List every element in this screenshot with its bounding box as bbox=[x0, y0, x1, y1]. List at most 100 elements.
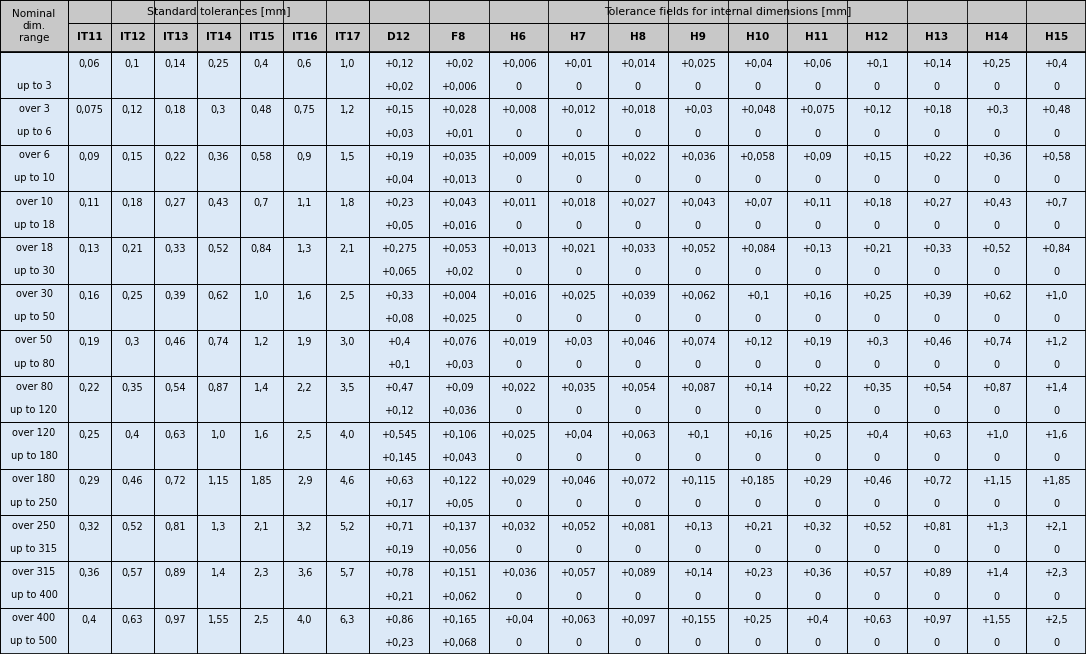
Text: 0,75: 0,75 bbox=[293, 105, 315, 115]
Bar bbox=[154, 515, 197, 561]
Text: +0,06: +0,06 bbox=[803, 59, 832, 69]
Text: 0: 0 bbox=[1053, 545, 1059, 555]
Text: 0: 0 bbox=[576, 175, 581, 185]
Text: +0,16: +0,16 bbox=[803, 290, 832, 301]
Text: 0,1: 0,1 bbox=[125, 59, 140, 69]
Text: 0,57: 0,57 bbox=[122, 568, 143, 578]
Text: IT17: IT17 bbox=[334, 33, 361, 43]
Text: 0: 0 bbox=[576, 82, 581, 92]
Text: 0,29: 0,29 bbox=[78, 476, 100, 486]
Bar bbox=[489, 52, 548, 98]
Text: 0: 0 bbox=[576, 406, 581, 417]
Text: 0: 0 bbox=[874, 406, 880, 417]
Bar bbox=[68, 23, 111, 52]
Bar bbox=[548, 52, 608, 98]
Text: up to 250: up to 250 bbox=[11, 498, 58, 508]
Text: 0: 0 bbox=[516, 221, 521, 231]
Bar bbox=[0, 284, 68, 330]
Text: 0,18: 0,18 bbox=[165, 105, 187, 115]
Bar bbox=[668, 469, 728, 515]
Text: H15: H15 bbox=[1045, 33, 1068, 43]
Text: +0,25: +0,25 bbox=[862, 290, 892, 301]
Bar bbox=[369, 284, 429, 330]
Text: +0,036: +0,036 bbox=[501, 568, 536, 578]
Bar bbox=[197, 284, 240, 330]
Text: 0,48: 0,48 bbox=[251, 105, 273, 115]
Text: +0,7: +0,7 bbox=[1045, 198, 1068, 208]
Text: +2,5: +2,5 bbox=[1045, 615, 1068, 625]
Text: 0: 0 bbox=[814, 175, 820, 185]
Text: +0,4: +0,4 bbox=[806, 615, 829, 625]
Bar bbox=[68, 608, 111, 654]
Bar bbox=[0, 515, 68, 561]
Text: +0,02: +0,02 bbox=[444, 267, 473, 277]
Text: 0,36: 0,36 bbox=[207, 152, 229, 162]
Bar bbox=[240, 330, 283, 376]
Text: +0,14: +0,14 bbox=[743, 383, 772, 393]
Bar bbox=[728, 191, 787, 237]
Bar bbox=[1026, 191, 1086, 237]
Bar bbox=[68, 191, 111, 237]
Text: 2,1: 2,1 bbox=[340, 245, 355, 254]
Bar bbox=[240, 515, 283, 561]
Bar bbox=[429, 237, 489, 284]
Bar bbox=[967, 191, 1026, 237]
Text: +0,87: +0,87 bbox=[982, 383, 1011, 393]
Bar bbox=[369, 469, 429, 515]
Text: +0,004: +0,004 bbox=[441, 290, 477, 301]
Text: +0,029: +0,029 bbox=[501, 476, 536, 486]
Bar bbox=[326, 237, 369, 284]
Bar bbox=[369, 561, 429, 608]
Bar bbox=[68, 0, 369, 23]
Bar bbox=[787, 469, 847, 515]
Bar bbox=[68, 145, 111, 191]
Text: 0,52: 0,52 bbox=[207, 245, 229, 254]
Text: 0,25: 0,25 bbox=[122, 290, 143, 301]
Text: 0: 0 bbox=[874, 453, 880, 462]
Text: over 6: over 6 bbox=[18, 150, 50, 160]
Bar bbox=[787, 330, 847, 376]
Text: +0,084: +0,084 bbox=[740, 245, 775, 254]
Text: 0: 0 bbox=[635, 82, 641, 92]
Bar bbox=[1026, 561, 1086, 608]
Bar bbox=[197, 469, 240, 515]
Bar bbox=[197, 422, 240, 469]
Text: 0,9: 0,9 bbox=[296, 152, 312, 162]
Text: IT12: IT12 bbox=[119, 33, 146, 43]
Text: +0,006: +0,006 bbox=[441, 82, 477, 92]
Text: up to 50: up to 50 bbox=[13, 313, 54, 322]
Text: 1,85: 1,85 bbox=[251, 476, 273, 486]
Text: +0,043: +0,043 bbox=[680, 198, 716, 208]
Text: +1,3: +1,3 bbox=[985, 522, 1008, 532]
Text: 1,3: 1,3 bbox=[296, 245, 312, 254]
Bar bbox=[429, 469, 489, 515]
Bar bbox=[369, 0, 1086, 23]
Text: +0,545: +0,545 bbox=[381, 430, 417, 439]
Text: +0,84: +0,84 bbox=[1041, 245, 1071, 254]
Text: up to 180: up to 180 bbox=[11, 451, 58, 461]
Text: +0,1: +0,1 bbox=[686, 430, 709, 439]
Text: 0,35: 0,35 bbox=[122, 383, 143, 393]
Text: 0: 0 bbox=[814, 406, 820, 417]
Text: 0,97: 0,97 bbox=[165, 615, 187, 625]
Bar bbox=[1026, 237, 1086, 284]
Text: 0,4: 0,4 bbox=[254, 59, 269, 69]
Bar bbox=[369, 515, 429, 561]
Text: 0: 0 bbox=[994, 406, 999, 417]
Bar bbox=[1026, 284, 1086, 330]
Text: +0,43: +0,43 bbox=[982, 198, 1011, 208]
Bar bbox=[429, 330, 489, 376]
Text: 0: 0 bbox=[635, 221, 641, 231]
Bar bbox=[548, 237, 608, 284]
Bar bbox=[548, 469, 608, 515]
Bar bbox=[197, 52, 240, 98]
Bar bbox=[0, 52, 68, 98]
Bar bbox=[608, 52, 668, 98]
Bar bbox=[728, 469, 787, 515]
Bar bbox=[967, 23, 1026, 52]
Text: +0,02: +0,02 bbox=[444, 59, 473, 69]
Bar bbox=[489, 145, 548, 191]
Text: +0,4: +0,4 bbox=[866, 430, 888, 439]
Bar bbox=[197, 145, 240, 191]
Text: +0,016: +0,016 bbox=[501, 290, 536, 301]
